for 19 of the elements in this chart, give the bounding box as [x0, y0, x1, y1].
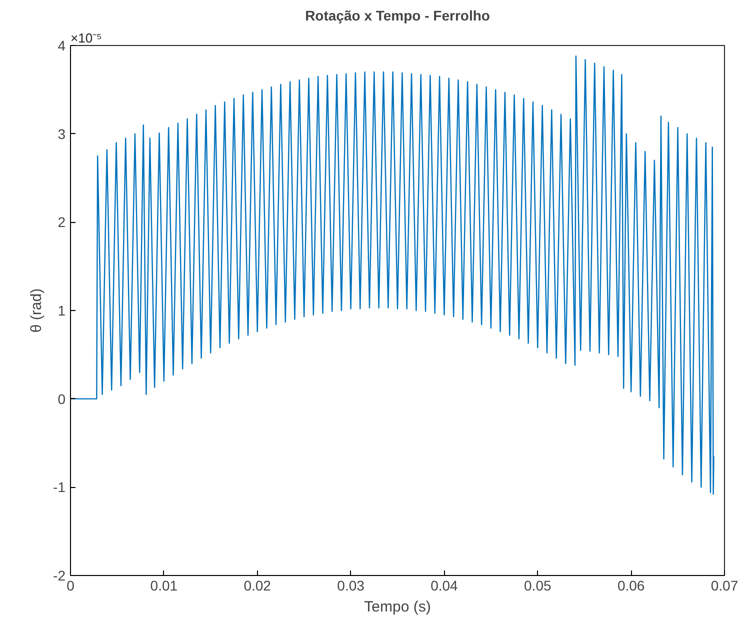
annotation: ×10⁻⁵ — [70, 30, 102, 46]
y-tick-label: -2 — [53, 568, 66, 584]
x-tick-label: 0.01 — [150, 578, 178, 594]
x-tick-label: 0.07 — [710, 578, 738, 594]
y-axis-title: θ (rad) — [28, 288, 46, 333]
x-tick-label: 0.02 — [244, 578, 272, 594]
x-axis-title: Tempo (s) — [364, 598, 431, 616]
y-tick-label: 0 — [58, 390, 66, 407]
y-tick-label: 4 — [58, 38, 66, 54]
line-series — [70, 56, 714, 495]
y-tick-label: -1 — [53, 479, 66, 496]
y-tick-label: 2 — [58, 214, 66, 230]
x-tick-label: 0.03 — [337, 578, 365, 594]
chart-title: Rotação x Tempo - Ferrolho — [305, 8, 490, 24]
y-tick-label: 1 — [58, 302, 66, 318]
y-tick-label: 3 — [58, 126, 66, 142]
x-tick-label: 0.04 — [430, 578, 458, 594]
x-tick-label: 0.06 — [617, 578, 645, 594]
x-tick-label: 0.05 — [524, 578, 552, 594]
